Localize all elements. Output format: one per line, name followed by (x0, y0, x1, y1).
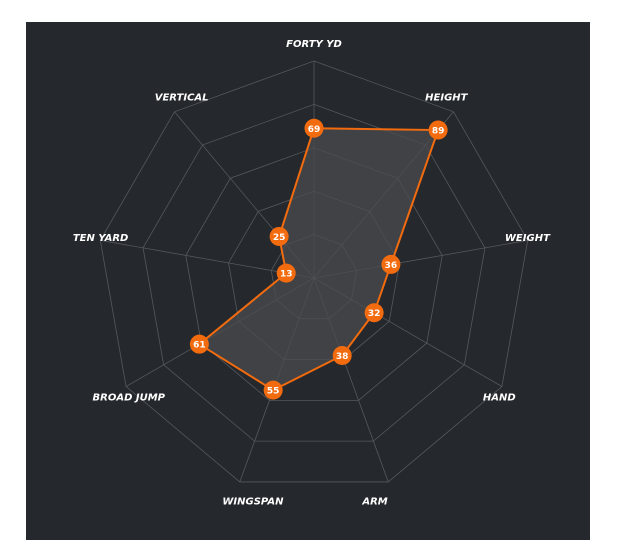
data-point (276, 263, 296, 283)
axis-label: ARM (361, 497, 387, 508)
data-label: 38 (336, 352, 349, 362)
axis-label: TEN YARD (73, 233, 129, 244)
grid-ring (185, 147, 443, 401)
data-point (304, 118, 324, 138)
data-point (381, 254, 401, 274)
data-point (428, 120, 448, 140)
data-label: 69 (308, 125, 321, 135)
series-area (197, 127, 440, 392)
data-point (189, 334, 209, 354)
data-label: 25 (273, 233, 286, 243)
axis-label: HEIGHT (425, 92, 468, 103)
data-label: 89 (432, 127, 445, 137)
data-label: 32 (368, 309, 381, 319)
axis-label: FORTY YD (286, 39, 342, 50)
axis-label: VERTICAL (155, 92, 209, 103)
grid-ring (99, 60, 529, 483)
data-point (269, 226, 289, 246)
data-label: 36 (385, 261, 398, 271)
axis-label: BROAD JUMP (93, 393, 166, 404)
data-label: 55 (267, 387, 280, 397)
axis-label: HAND (483, 393, 516, 404)
axis-label: WINGSPAN (222, 497, 284, 508)
data-point (332, 345, 352, 365)
data-point (263, 380, 283, 400)
axis-label: WEIGHT (505, 233, 551, 244)
data-label: 13 (280, 270, 293, 280)
data-point (364, 303, 384, 323)
grid-ring (142, 103, 486, 442)
data-label: 61 (193, 341, 206, 351)
